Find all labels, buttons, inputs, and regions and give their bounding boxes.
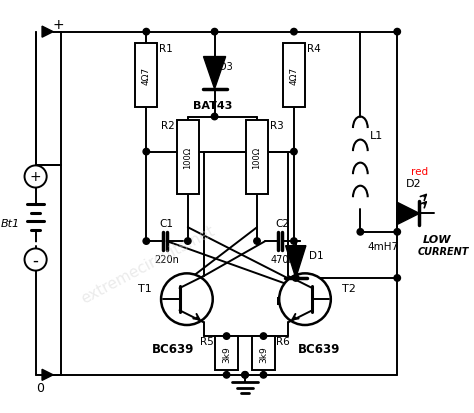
Polygon shape <box>42 27 53 38</box>
Text: 4Ω7: 4Ω7 <box>290 67 299 85</box>
Bar <box>135 44 157 108</box>
Circle shape <box>25 249 46 271</box>
Bar <box>246 121 268 195</box>
Text: D3: D3 <box>219 62 233 72</box>
Polygon shape <box>203 57 226 90</box>
Text: R2: R2 <box>161 121 175 131</box>
Text: +: + <box>53 18 64 32</box>
Polygon shape <box>42 369 53 380</box>
Text: +: + <box>30 170 41 184</box>
Bar <box>216 336 237 370</box>
Text: LOW: LOW <box>423 234 452 244</box>
Polygon shape <box>397 203 419 225</box>
Circle shape <box>143 149 149 155</box>
Text: 4Ω7: 4Ω7 <box>142 67 151 85</box>
Circle shape <box>279 274 331 325</box>
Circle shape <box>394 229 401 235</box>
Text: R3: R3 <box>270 121 283 131</box>
Circle shape <box>394 29 401 36</box>
Circle shape <box>291 238 297 244</box>
Text: 220n: 220n <box>154 254 179 264</box>
Circle shape <box>211 29 218 36</box>
Circle shape <box>357 229 364 235</box>
Text: T2: T2 <box>342 283 356 293</box>
Text: D1: D1 <box>309 250 323 260</box>
Circle shape <box>292 275 299 282</box>
Circle shape <box>143 238 149 244</box>
Text: R5: R5 <box>200 336 214 346</box>
Circle shape <box>394 275 401 282</box>
Text: D2: D2 <box>406 178 422 188</box>
Circle shape <box>291 29 297 36</box>
Circle shape <box>223 333 230 339</box>
Text: R4: R4 <box>307 44 320 54</box>
Text: 100Ω: 100Ω <box>253 147 262 169</box>
Bar <box>283 44 305 108</box>
Circle shape <box>223 372 230 378</box>
Circle shape <box>291 149 297 155</box>
Text: CURRENT: CURRENT <box>418 246 469 256</box>
Text: Bt1: Bt1 <box>0 218 19 228</box>
Text: R6: R6 <box>276 336 290 346</box>
Text: BAT48: BAT48 <box>276 297 316 307</box>
Text: 0: 0 <box>36 381 44 394</box>
Circle shape <box>25 166 46 188</box>
Circle shape <box>161 274 213 325</box>
Polygon shape <box>286 246 306 278</box>
Text: T1: T1 <box>138 283 152 293</box>
Circle shape <box>260 333 267 339</box>
Text: BC639: BC639 <box>298 342 340 355</box>
Text: -: - <box>33 251 38 269</box>
Circle shape <box>242 372 248 378</box>
Text: extremecircuits.net: extremecircuits.net <box>79 223 218 306</box>
Circle shape <box>242 372 248 378</box>
Circle shape <box>143 29 149 36</box>
Circle shape <box>184 238 191 244</box>
Text: 3k9: 3k9 <box>259 345 268 362</box>
Circle shape <box>254 238 260 244</box>
Bar <box>252 336 274 370</box>
Bar <box>177 121 199 195</box>
Text: 470n: 470n <box>271 254 295 264</box>
Circle shape <box>211 114 218 121</box>
Circle shape <box>260 372 267 378</box>
Text: 4mH7: 4mH7 <box>368 241 399 251</box>
Text: BC639: BC639 <box>152 342 194 355</box>
Text: C2: C2 <box>276 218 290 228</box>
Text: R1: R1 <box>159 44 173 54</box>
Text: red: red <box>411 167 428 177</box>
Text: BAT43: BAT43 <box>193 101 232 111</box>
Text: C1: C1 <box>160 218 173 228</box>
Text: 3k9: 3k9 <box>222 345 231 362</box>
Text: L1: L1 <box>370 131 383 140</box>
Text: 100Ω: 100Ω <box>183 147 192 169</box>
